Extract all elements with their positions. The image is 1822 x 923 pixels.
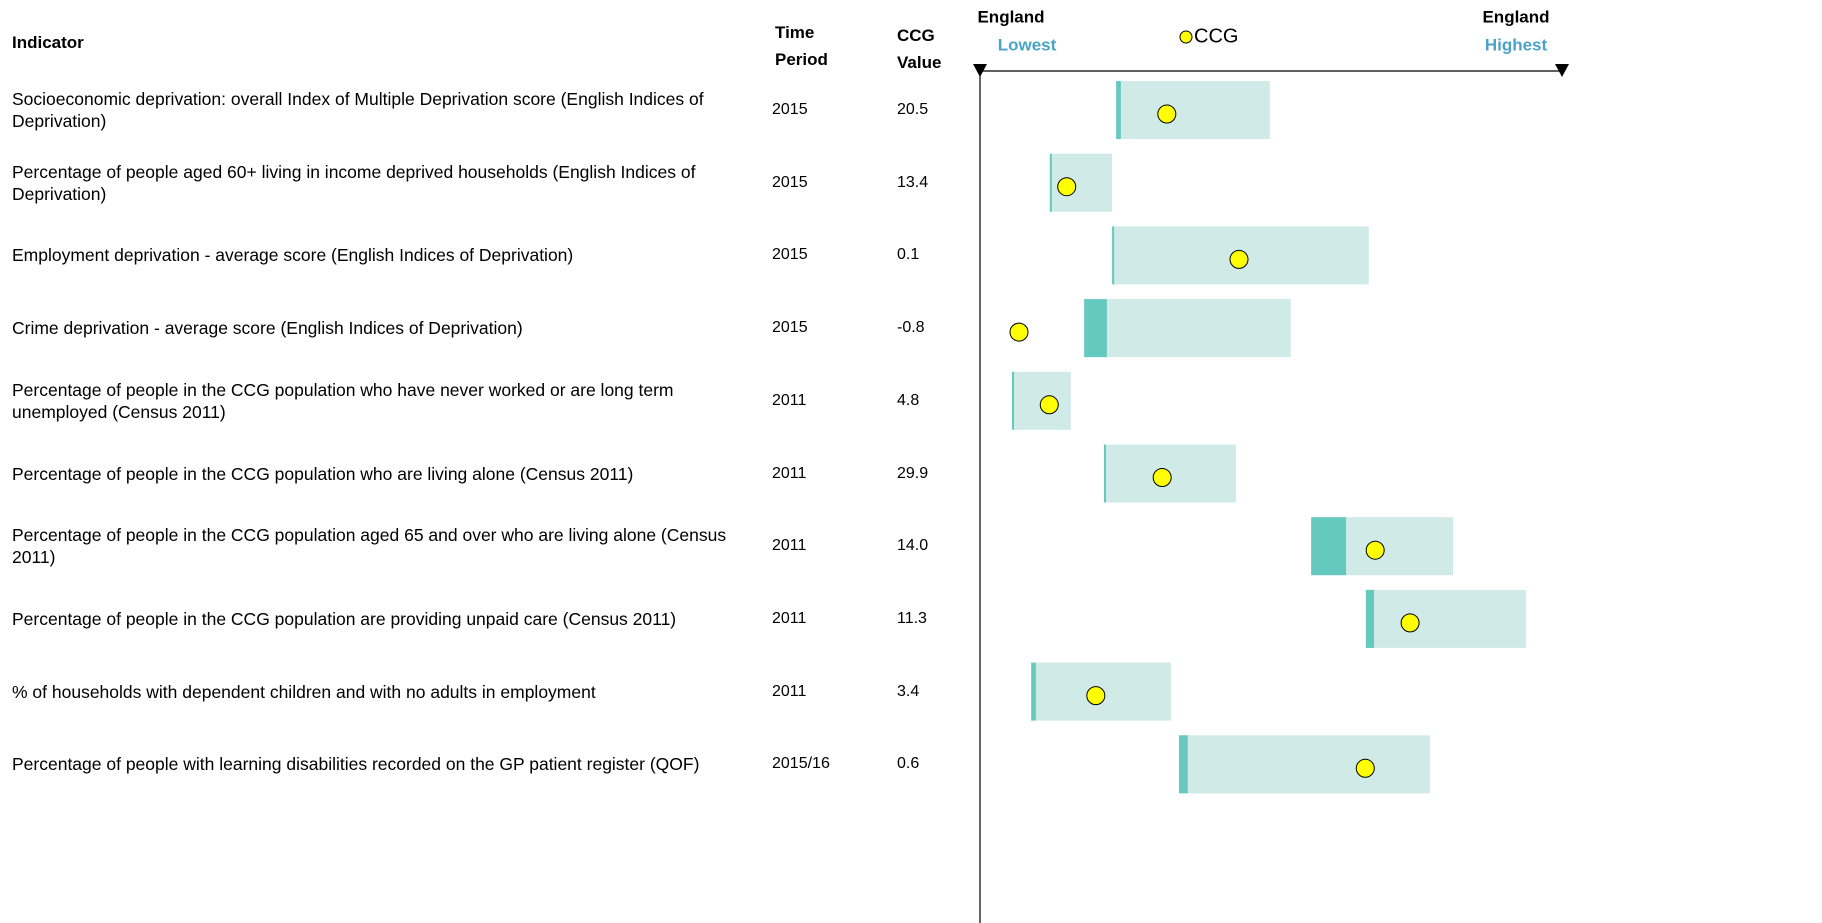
ccg-value: 0.6: [897, 755, 920, 773]
ccg-value: 11.3: [897, 609, 927, 627]
range-band: [1084, 299, 1291, 358]
time-period: 2011: [772, 464, 807, 482]
time-period: 2015: [772, 173, 808, 191]
range-band: [1179, 735, 1430, 794]
time-period: 2011: [772, 391, 807, 409]
dark-band: [1112, 226, 1115, 285]
ccg-value: 14.0: [897, 537, 929, 555]
dark-band: [1103, 444, 1106, 503]
ccg-value: 20.5: [897, 101, 929, 118]
dark-band: [1311, 517, 1347, 576]
highest-label: Highest: [1485, 35, 1548, 54]
ccg-marker: [1355, 758, 1375, 778]
indicator: Percentage of people in the CCG populati…: [12, 608, 677, 629]
legend-marker: [1179, 30, 1193, 44]
ccg-marker: [1086, 686, 1106, 706]
ccg-value: 0.1: [897, 246, 920, 264]
range-band: [1116, 81, 1270, 139]
ccg-marker: [1039, 395, 1059, 415]
value-header: CCG Value: [897, 26, 942, 72]
ccg-marker: [1009, 322, 1029, 342]
time-period: 2015: [772, 246, 808, 264]
period-header: Time Period: [775, 23, 828, 69]
indicator-header: Indicator: [12, 33, 84, 52]
axis-arrow: [1555, 64, 1569, 77]
ccg-marker: [1057, 177, 1077, 197]
time-period: 2011: [772, 682, 807, 700]
ccg-marker: [1400, 613, 1420, 633]
dark-band: [1031, 662, 1036, 721]
indicator: Percentage of people in the CCG populati…: [12, 379, 674, 422]
dark-band: [1179, 735, 1188, 794]
ccg-value: 4.8: [897, 391, 920, 409]
time-period: 2011: [772, 609, 807, 627]
indicator: Crime deprivation - average score (Engli…: [12, 318, 523, 339]
dark-band: [1049, 153, 1052, 212]
axis-arrow: [973, 64, 987, 77]
indicator: Percentage of people aged 60+ living in …: [12, 161, 696, 204]
dark-band: [1012, 371, 1015, 430]
indicator: Employment deprivation - average score (…: [12, 245, 574, 266]
indicator: Socioeconomic deprivation: overall Index…: [12, 89, 704, 131]
ccg-value: 13.4: [897, 173, 929, 191]
indicator: Percentage of people with learning disab…: [12, 754, 700, 775]
dark-band: [1084, 299, 1107, 358]
indicator: Percentage of people in the CCG populati…: [12, 463, 634, 484]
ccg-marker: [1365, 540, 1385, 560]
dark-band: [1365, 589, 1375, 648]
england-label: England: [977, 7, 1044, 26]
england-label: England: [1482, 7, 1549, 26]
ccg-marker: [1229, 249, 1249, 269]
time-period: 2015/16: [772, 755, 830, 773]
ccg-value: 29.9: [897, 464, 929, 482]
ccg-value: -0.8: [897, 319, 925, 337]
ccg-marker: [1157, 104, 1177, 124]
indicator: Percentage of people in the CCG populati…: [12, 525, 727, 568]
time-period: 2015: [772, 319, 808, 337]
lowest-label: Lowest: [998, 35, 1057, 54]
time-period: 2011: [772, 537, 807, 555]
legend-label: CCG: [1194, 25, 1238, 47]
indicator: % of households with dependent children …: [12, 681, 596, 702]
range-band: [1365, 589, 1526, 648]
time-period: 2015: [772, 101, 808, 118]
dark-band: [1116, 81, 1121, 139]
ccg-marker: [1152, 468, 1172, 487]
ccg-value: 3.4: [897, 682, 920, 700]
